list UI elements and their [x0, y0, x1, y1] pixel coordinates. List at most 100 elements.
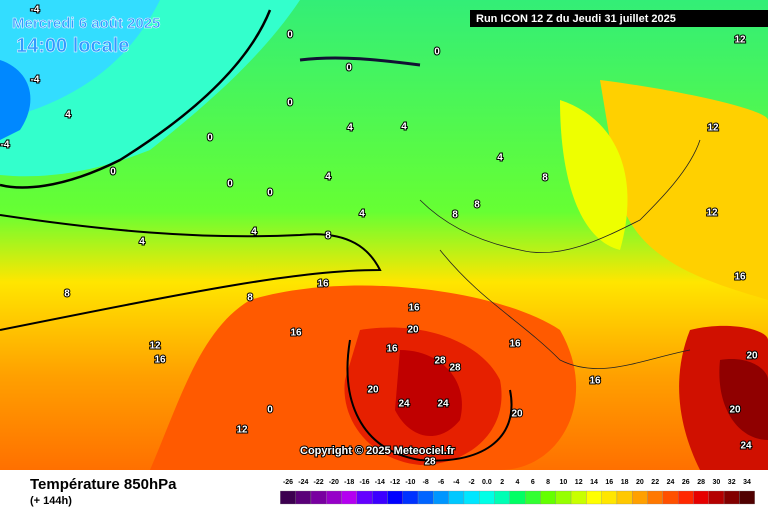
legend-swatch: [479, 490, 495, 505]
legend-swatch: [693, 490, 709, 505]
contour-label: 16: [734, 272, 746, 283]
contour-label: 24: [437, 399, 449, 410]
copyright: Copyright © 2025 Meteociel.fr: [300, 445, 456, 457]
legend-label: -22: [314, 479, 324, 486]
contour-label: 0: [346, 63, 352, 74]
legend-label: -26: [283, 479, 293, 486]
legend-swatch: [632, 490, 648, 505]
variable-name: Température 850hPa: [30, 476, 177, 493]
contour-label: -4: [31, 5, 40, 16]
map-time: 14:00 locale: [16, 35, 129, 57]
legend-swatch: [280, 490, 296, 505]
legend-label: -8: [423, 479, 429, 486]
contour-label: 20: [407, 325, 419, 336]
legend-label: -6: [438, 479, 444, 486]
contour-label: 4: [359, 209, 365, 220]
legend-swatch: [463, 490, 480, 505]
legend-swatch: [586, 490, 602, 505]
contour-label: 28: [434, 356, 446, 367]
legend-label: -12: [390, 479, 400, 486]
legend-swatch: [555, 490, 572, 505]
legend-swatch: [341, 490, 357, 505]
contour-label: 8: [542, 173, 548, 184]
contour-label: 16: [589, 376, 601, 387]
contour-label: -4: [1, 140, 10, 151]
contour-label: 24: [398, 399, 410, 410]
legend-label: 18: [621, 479, 629, 486]
legend-label: 26: [682, 479, 690, 486]
contour-label: 0: [227, 179, 233, 190]
contour-label: 8: [325, 231, 331, 242]
legend-label: 0.0: [482, 479, 492, 486]
contour-label: 16: [386, 344, 398, 355]
contour-label: 20: [746, 351, 758, 362]
legend-swatch: [723, 490, 740, 505]
contour-label: 4: [325, 172, 331, 183]
contour-label: 0: [267, 405, 273, 416]
contour-label: 12: [706, 208, 718, 219]
legend-swatch: [540, 490, 556, 505]
legend-label: -20: [329, 479, 339, 486]
contour-label: 4: [401, 122, 407, 133]
legend-swatch: [616, 490, 633, 505]
legend-label: -10: [405, 479, 415, 486]
run-info: Run ICON 12 Z du Jeudi 31 juillet 2025: [476, 13, 676, 25]
contour-label: 16: [408, 303, 420, 314]
legend-label: 28: [697, 479, 705, 486]
legend-label: 6: [531, 479, 535, 486]
legend-swatch: [570, 490, 587, 505]
legend-swatch: [417, 490, 434, 505]
legend-swatch: [647, 490, 663, 505]
legend-label: -24: [298, 479, 308, 486]
legend-swatch: [739, 490, 755, 505]
contour-label: 16: [509, 339, 521, 350]
legend-swatch: [494, 490, 510, 505]
legend-label: 16: [605, 479, 613, 486]
legend-label: 14: [590, 479, 598, 486]
legend-label: -4: [453, 479, 459, 486]
contour-label: 28: [449, 363, 461, 374]
contour-label: 12: [149, 341, 161, 352]
contour-label: 0: [110, 167, 116, 178]
contour-label: 20: [729, 405, 741, 416]
legend-swatch: [448, 490, 465, 505]
contour-label: 20: [367, 385, 379, 396]
legend-label: -2: [468, 479, 474, 486]
contour-label: 8: [452, 210, 458, 221]
contour-label: 8: [247, 293, 253, 304]
legend-label: -16: [359, 479, 369, 486]
contour-label: 4: [347, 123, 353, 134]
contour-label: 4: [497, 153, 503, 164]
legend-swatch: [601, 490, 618, 505]
legend-swatch: [509, 490, 526, 505]
contour-labels: -4 -4 -4 4 0 0 0 0 0 0 0 0 4 4 4 4 4 4 8 8 8 8 8 12 12 12 12 16 16 16…: [0, 4, 759, 469]
contour-label: 8: [474, 200, 480, 211]
contour-label: -4: [31, 75, 40, 86]
contour-label: 24: [740, 441, 752, 452]
contour-label: 20: [511, 409, 523, 420]
contour-label: 4: [251, 227, 257, 238]
legend-label: 4: [516, 479, 520, 486]
contour-label: 16: [154, 355, 166, 366]
legend-label: 34: [743, 479, 751, 486]
contour-label: 16: [290, 328, 302, 339]
contour-label: 8: [64, 289, 70, 300]
contour-label: 0: [207, 133, 213, 144]
contour-label: 16: [317, 279, 329, 290]
legend-label: 24: [667, 479, 675, 486]
legend-swatch: [371, 490, 388, 505]
legend-label: 8: [546, 479, 550, 486]
contour-label: 0: [287, 98, 293, 109]
contour-label: 0: [267, 188, 273, 199]
contour-label: 4: [65, 110, 71, 121]
lead-time: (+ 144h): [30, 495, 72, 507]
legend-label: 30: [713, 479, 721, 486]
legend-label: 10: [560, 479, 568, 486]
contour-label: 12: [734, 35, 746, 46]
contour-label: 28: [424, 457, 436, 468]
legend-swatch: [525, 490, 541, 505]
legend-swatch: [387, 490, 403, 505]
legend-swatch: [433, 490, 449, 505]
